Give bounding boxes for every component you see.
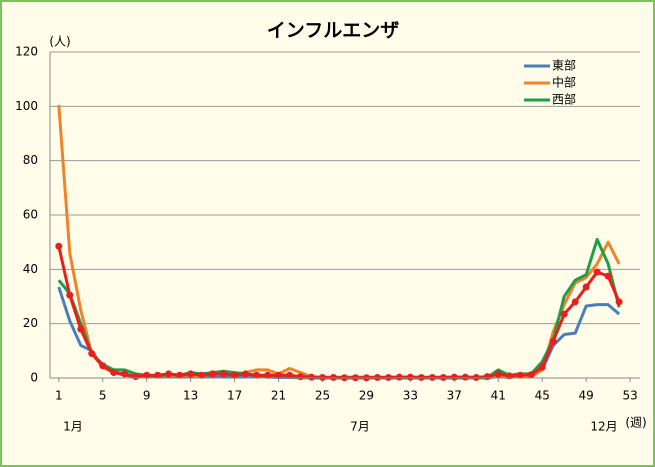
x-tick-label: 53 [622,389,637,403]
point [538,363,546,371]
point [615,298,623,306]
point [516,371,524,379]
point [286,371,294,379]
point [395,373,403,381]
y-tick-label: 80 [23,153,38,167]
point [77,325,85,333]
y-axis-label: (人) [49,35,70,49]
point [165,370,173,378]
point [231,371,239,379]
point [99,362,107,370]
legend-label: 中部 [552,75,576,90]
point [187,370,195,378]
x-tick-label: 49 [579,389,594,403]
point [66,291,74,299]
month-label: 7月 [350,420,370,434]
point [472,373,480,381]
point [428,373,436,381]
point [604,272,612,280]
point [110,369,118,377]
point [439,373,447,381]
x-tick-label: 41 [491,389,506,403]
chart-title: インフルエンザ [267,20,399,42]
x-tick-label: 29 [359,389,374,403]
point [242,370,250,378]
point [406,373,414,381]
month-label: 1月 [63,420,83,434]
point [549,337,557,345]
point [253,371,261,379]
x-tick-label: 21 [271,389,286,403]
point [373,373,381,381]
point [593,268,601,276]
point [527,371,535,379]
point [132,373,140,381]
point [275,371,283,379]
y-tick-label: 100 [15,99,38,113]
x-tick-label: 25 [315,389,330,403]
x-tick-label: 17 [227,389,242,403]
point [264,371,272,379]
point [220,370,228,378]
y-tick-label: 0 [30,371,38,385]
point [560,310,568,318]
point [55,242,63,250]
point [494,370,502,378]
point [582,283,590,291]
x-axis-label: (週) [625,416,646,430]
y-tick-label: 20 [23,316,38,330]
legend-label: 西部 [552,92,576,107]
point [329,373,337,381]
point [297,373,305,381]
point [461,373,469,381]
y-tick-label: 120 [15,45,38,59]
point [384,373,392,381]
x-tick-label: 45 [535,389,550,403]
point [307,373,315,381]
point [198,371,206,379]
y-tick-label: 60 [23,208,38,222]
x-tick-label: 33 [403,389,418,403]
point [450,373,458,381]
point [571,298,579,306]
point [154,371,162,379]
legend-label: 東部 [552,58,576,73]
x-tick-label: 1 [55,389,63,403]
x-tick-label: 5 [99,389,107,403]
point [318,373,326,381]
point [483,373,491,381]
point [88,350,96,358]
y-tick-label: 40 [23,262,38,276]
x-tick-label: 37 [447,389,462,403]
point [121,370,129,378]
point [176,371,184,379]
point [417,373,425,381]
point [209,370,217,378]
point [143,371,151,379]
x-tick-label: 9 [143,389,151,403]
x-tick-label: 13 [183,389,198,403]
month-label: 12月 [590,420,617,434]
